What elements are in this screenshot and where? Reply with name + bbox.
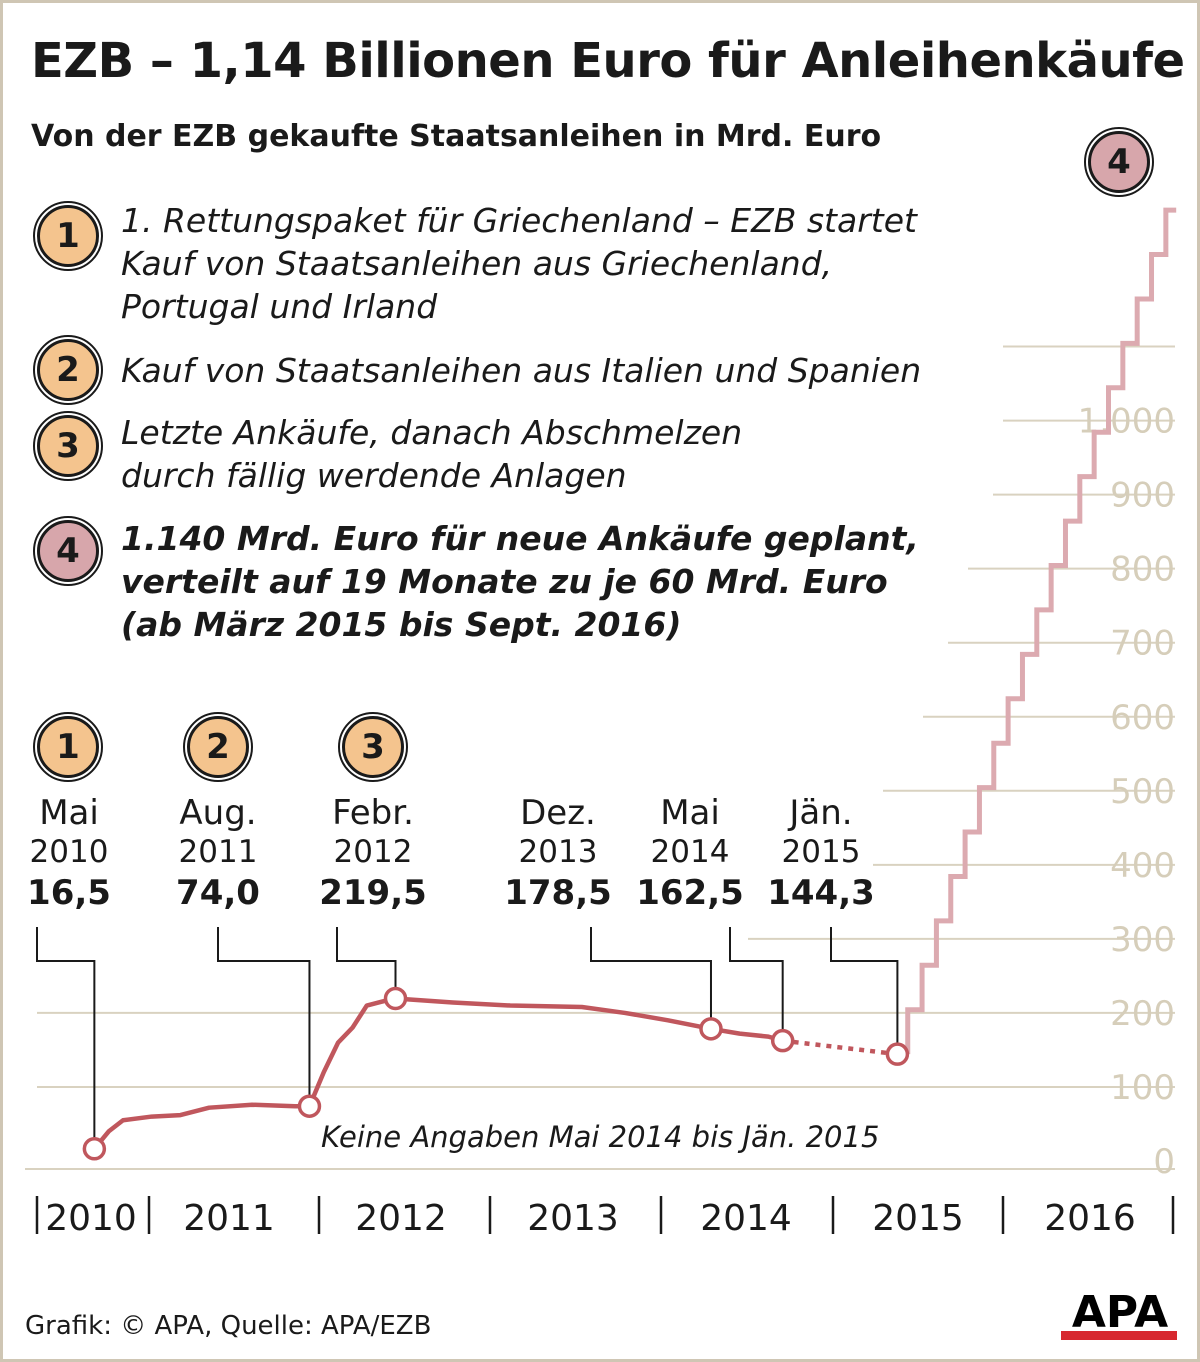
leader-line (729, 927, 784, 1031)
leader-line (336, 927, 397, 989)
event-label-dec-2013: Dez. 2013 178,5 (488, 793, 628, 915)
note-badge-2: 2 (33, 335, 103, 405)
leader-line (36, 927, 96, 1139)
note-3-text: Letzte Ankäufe, danach Abschmelzen durch… (121, 411, 742, 497)
x-tick-label: 2014 (700, 1198, 792, 1239)
y-tick-label: 500 (1110, 772, 1175, 812)
y-tick-label: 700 (1110, 624, 1175, 664)
x-tick-label: 2013 (527, 1198, 619, 1239)
note-badge-1: 1 (33, 201, 103, 271)
apa-logo: APA (1061, 1287, 1177, 1340)
y-tick-label: 300 (1110, 920, 1175, 960)
apa-logo-text: APA (1072, 1287, 1168, 1338)
event-label-aug-2011: Aug. 2011 74,0 (148, 793, 288, 915)
apa-logo-bar (1061, 1331, 1177, 1340)
leader-line (590, 927, 712, 1019)
event-value: 16,5 (27, 873, 111, 913)
event-marker (82, 1137, 107, 1161)
note-1-line-1: 1. Rettungspaket für Griechenland – EZB … (121, 201, 917, 240)
event-month: Dez. (520, 793, 596, 833)
y-tick-label: 100 (1110, 1068, 1175, 1108)
grid-lines (25, 345, 1175, 1170)
event-marker (770, 1028, 795, 1053)
x-tick-label: 2010 (45, 1198, 137, 1239)
event-year: 2010 (29, 834, 109, 870)
x-tick-label: 2012 (355, 1198, 447, 1239)
event-month: Mai (39, 793, 99, 833)
x-tick-label: 2011 (183, 1198, 275, 1239)
event-badge-1: 1 (33, 712, 103, 782)
note-4-text: 1.140 Mrd. Euro für neue Ankäufe geplant… (121, 517, 919, 646)
plan-badge-4: 4 (1084, 127, 1154, 197)
event-label-feb-2012: Febr. 2012 219,5 (303, 793, 443, 915)
note-1-line-3: Portugal und Irland (121, 287, 438, 326)
plan-step-line (905, 207, 1177, 1055)
event-month: Febr. (332, 793, 414, 833)
actual-series (92, 996, 898, 1151)
leader-line (830, 927, 899, 1045)
source-credit: Grafik: © APA, Quelle: APA/EZB (25, 1311, 432, 1341)
note-2-text: Kauf von Staatsanleihen aus Italien und … (121, 349, 921, 392)
leader-line (217, 927, 311, 1097)
event-marker (885, 1042, 910, 1066)
x-axis: 2010 2011 2012 2013 2014 2015 2016 (35, 1196, 1175, 1239)
event-year: 2013 (518, 834, 598, 870)
event-markers (82, 986, 910, 1161)
event-month: Jän. (789, 793, 853, 833)
event-year: 2011 (178, 834, 258, 870)
x-tick-label: 2015 (872, 1198, 964, 1239)
event-value: 178,5 (504, 873, 612, 913)
note-3-line-1: Letzte Ankäufe, danach Abschmelzen (121, 413, 743, 452)
note-badge-3: 3 (33, 411, 103, 481)
event-badge-3: 3 (338, 712, 408, 782)
event-marker (297, 1094, 322, 1118)
event-year: 2015 (781, 834, 861, 870)
note-1-text: 1. Rettungspaket für Griechenland – EZB … (121, 199, 917, 328)
event-month: Aug. (179, 793, 257, 833)
event-label-may-2014: Mai 2014 162,5 (620, 793, 760, 915)
event-label-jan-2015: Jän. 2015 144,3 (751, 793, 891, 915)
y-tick-label: 400 (1110, 846, 1175, 886)
y-tick-label: 200 (1110, 994, 1175, 1034)
note-4-line-2: verteilt auf 19 Monate zu je 60 Mrd. Eur… (121, 562, 888, 601)
note-4-line-3: (ab März 2015 bis Sept. 2016) (121, 605, 682, 644)
event-value: 74,0 (176, 873, 260, 913)
event-value: 162,5 (636, 873, 744, 913)
note-4-line-1: 1.140 Mrd. Euro für neue Ankäufe geplant… (121, 519, 919, 558)
note-1-line-2: Kauf von Staatsanleihen aus Griechenland… (121, 244, 833, 283)
chart-title: EZB – 1,14 Billionen Euro für Anleihenkä… (31, 33, 1185, 89)
event-badge-2: 2 (183, 712, 253, 782)
event-label-may-2010: Mai 2010 16,5 (3, 793, 139, 915)
event-month: Mai (660, 793, 720, 833)
actual-line (92, 996, 784, 1151)
event-year: 2012 (333, 834, 413, 870)
event-marker (383, 986, 408, 1011)
plan-series (905, 207, 1177, 1055)
note-badge-4: 4 (33, 516, 103, 586)
event-value: 219,5 (319, 873, 427, 913)
event-year: 2014 (650, 834, 730, 870)
y-tick-label: 900 (1110, 476, 1175, 516)
no-data-annotation: Keine Angaben Mai 2014 bis Jän. 2015 (321, 1120, 879, 1154)
no-data-dotted-line (782, 1038, 898, 1057)
y-tick-label: 0 (1153, 1142, 1175, 1182)
note-3-line-2: durch fällig werdende Anlagen (121, 456, 627, 495)
note-2-line-1: Kauf von Staatsanleihen aus Italien und … (121, 351, 922, 390)
y-tick-label: 600 (1110, 698, 1175, 738)
y-tick-label: 800 (1110, 550, 1175, 590)
event-value: 144,3 (767, 873, 875, 913)
x-tick-label: 2016 (1044, 1198, 1136, 1239)
chart-subtitle: Von der EZB gekaufte Staatsanleihen in M… (31, 119, 882, 154)
event-marker (699, 1017, 723, 1041)
event-leader-lines (36, 927, 899, 1139)
